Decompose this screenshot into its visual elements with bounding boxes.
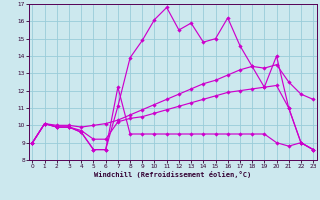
X-axis label: Windchill (Refroidissement éolien,°C): Windchill (Refroidissement éolien,°C) xyxy=(94,171,252,178)
